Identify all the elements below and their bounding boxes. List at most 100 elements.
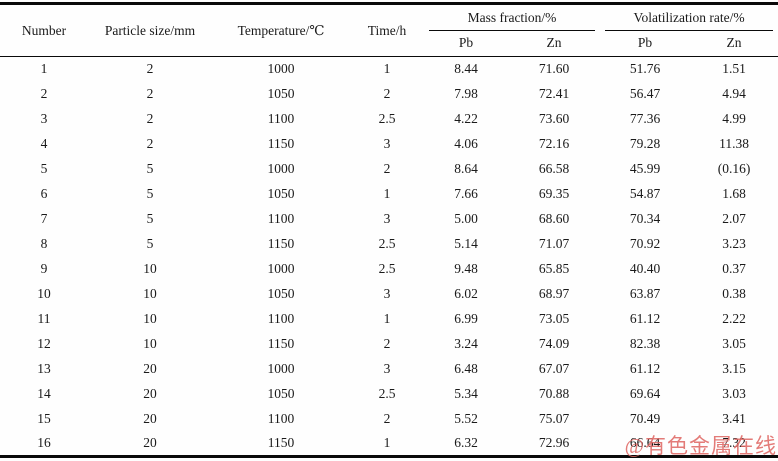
table-cell: 5	[146, 186, 154, 201]
table-row: 9 10 1000 2.5 9.48 65.85 40.40 0.37	[0, 257, 778, 282]
table-cell: 1100	[267, 111, 295, 126]
column-header-mass-pb: Pb	[458, 35, 474, 51]
table-cell: 10	[143, 286, 157, 301]
table-cell: 51.76	[629, 61, 661, 77]
table-cell: 79.28	[629, 136, 661, 151]
table-cell: 1	[383, 61, 391, 77]
table-cell: 8.44	[454, 61, 478, 77]
table-row: 7 5 1100 3 5.00 68.60 70.34 2.07	[0, 207, 778, 232]
table-cell: 6.32	[454, 435, 478, 451]
table-cell: 71.07	[538, 236, 570, 251]
table-cell: 3	[383, 361, 391, 376]
table-cell: 1000	[267, 61, 295, 77]
table-cell: 56.47	[629, 86, 661, 101]
table-row: 6 5 1050 1 7.66 69.35 54.87 1.68	[0, 182, 778, 207]
table-cell: 6.99	[454, 311, 478, 326]
table-cell: 10	[143, 261, 157, 276]
table-cell: 6.02	[454, 286, 478, 301]
table-cell: 3	[383, 136, 391, 151]
table-cell: 66.64	[629, 435, 661, 451]
table-cell: 61.12	[629, 361, 661, 376]
table-row: 13 20 1000 3 6.48 67.07 61.12 3.15	[0, 357, 778, 382]
table-cell: 3.41	[722, 411, 746, 426]
table-row: 1 2 1000 1 8.44 71.60 51.76 1.51	[0, 57, 778, 82]
column-header-mass-zn: Zn	[546, 35, 562, 51]
table-cell: 61.12	[629, 311, 661, 326]
table-cell: 1.68	[722, 186, 746, 201]
table-cell: 77.36	[629, 111, 661, 126]
table-cell: 75.07	[538, 411, 570, 426]
table-cell: 1100	[267, 411, 295, 426]
column-group-mass-fraction: Mass fraction/%	[424, 4, 600, 31]
table-row: 12 10 1150 2 3.24 74.09 82.38 3.05	[0, 332, 778, 357]
table-cell: 2.22	[722, 311, 746, 326]
table-cell: 40.40	[629, 261, 661, 276]
table-cell: 2	[40, 86, 48, 101]
table-cell: 10	[143, 311, 157, 326]
table-cell: 69.64	[629, 386, 661, 401]
table-cell: 7.98	[454, 86, 478, 101]
column-group-mass-fraction-label: Mass fraction/%	[429, 10, 596, 31]
table-cell: 3.15	[722, 361, 746, 376]
table-cell: 11	[37, 311, 51, 326]
table-cell: 0.37	[722, 261, 746, 276]
table-cell: 1050	[267, 386, 295, 401]
table-row: 15 20 1100 2 5.52 75.07 70.49 3.41	[0, 407, 778, 432]
table-cell: 1000	[267, 361, 295, 376]
table-cell: 1000	[267, 261, 295, 276]
table-cell: 2.5	[378, 111, 396, 126]
table-cell: 5	[146, 161, 154, 176]
table-cell: 1150	[267, 136, 295, 151]
header-row-elements: Pb Zn Pb Zn	[0, 31, 778, 57]
table-cell: 82.38	[629, 336, 661, 351]
table-cell: 69.35	[538, 186, 570, 201]
table-cell: 8	[40, 236, 48, 251]
table-cell: 8.64	[454, 161, 478, 176]
table-cell: 73.60	[538, 111, 570, 126]
table-cell: 20	[143, 386, 157, 401]
table-cell: 70.34	[629, 211, 661, 226]
table-cell: 20	[143, 411, 157, 426]
table-row: 11 10 1100 1 6.99 73.05 61.12 2.22	[0, 307, 778, 332]
table-cell: 63.87	[629, 286, 661, 301]
table-cell: 72.41	[538, 86, 570, 101]
table-cell: 11.38	[719, 136, 749, 151]
table-cell: 45.99	[629, 161, 661, 176]
table-cell: 54.87	[629, 186, 661, 201]
table-header: Number Particle size/mm Temperature/℃ Ti…	[0, 4, 778, 57]
table-cell: (0.16)	[717, 161, 751, 176]
table-cell: 1	[40, 61, 48, 77]
table-cell: 1050	[267, 186, 295, 201]
table-cell: 2.5	[378, 386, 396, 401]
table-row: 2 2 1050 2 7.98 72.41 56.47 4.94	[0, 82, 778, 107]
table-cell: 68.60	[538, 211, 570, 226]
table-cell: 7.32	[722, 435, 746, 451]
table-cell: 13	[37, 361, 51, 376]
table-cell: 3	[383, 286, 391, 301]
table-cell: 5	[146, 236, 154, 251]
table-cell: 70.49	[629, 411, 661, 426]
table-cell: 4.06	[454, 136, 478, 151]
table-cell: 1.51	[722, 61, 746, 77]
column-group-volatilization-rate-label: Volatilization rate/%	[605, 10, 774, 31]
table-cell: 70.88	[538, 386, 570, 401]
table-cell: 3	[40, 111, 48, 126]
table-cell: 2.5	[378, 236, 396, 251]
table-cell: 5.14	[454, 236, 478, 251]
table-cell: 14	[37, 386, 51, 401]
column-header-temperature: Temperature/℃	[237, 22, 325, 38]
table-row: 10 10 1050 3 6.02 68.97 63.87 0.38	[0, 282, 778, 307]
table-cell: 68.97	[538, 286, 570, 301]
table-cell: 3	[383, 211, 391, 226]
table-row: 16 20 1150 1 6.32 72.96 66.64 7.32	[0, 432, 778, 457]
column-group-volatilization-rate: Volatilization rate/%	[600, 4, 778, 31]
table-body: 1 2 1000 1 8.44 71.60 51.76 1.51 2 2 1050 2 7.98 72.4…	[0, 57, 778, 457]
table-cell: 73.05	[538, 311, 570, 326]
table-cell: 2	[146, 111, 154, 126]
table-cell: 6.48	[454, 361, 478, 376]
table-cell: 1150	[267, 435, 295, 451]
table-cell: 2	[383, 161, 391, 176]
table-cell: 4.94	[722, 86, 746, 101]
table-cell: 5	[40, 161, 48, 176]
table-cell: 74.09	[538, 336, 570, 351]
